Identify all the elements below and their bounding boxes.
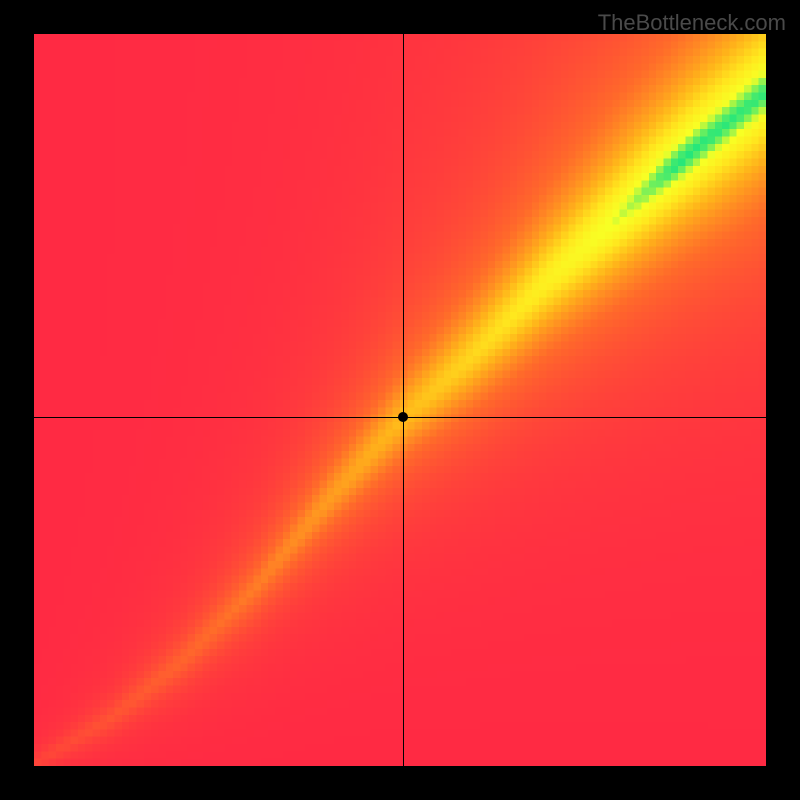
data-point-marker (398, 412, 408, 422)
crosshair-vertical (403, 34, 404, 766)
plot-area (34, 34, 766, 766)
heatmap-canvas (34, 34, 766, 766)
watermark-text: TheBottleneck.com (598, 10, 786, 36)
